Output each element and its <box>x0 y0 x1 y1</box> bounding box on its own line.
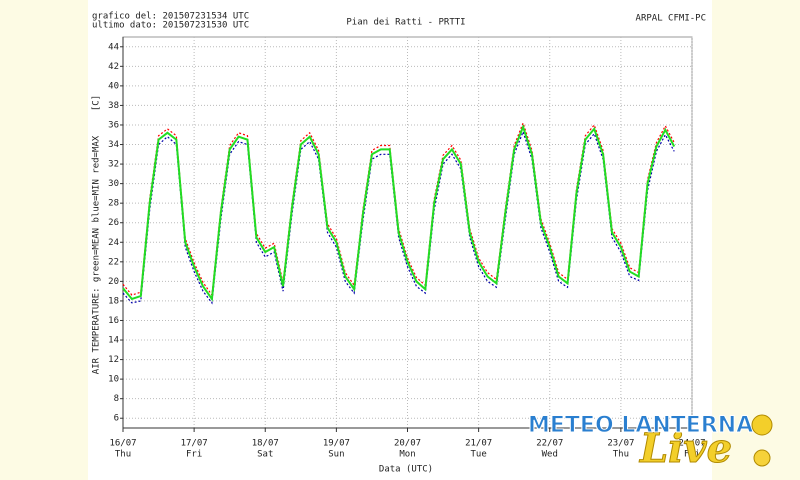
x-tick-day: Tue <box>470 450 486 460</box>
logo-live: Live <box>639 425 732 472</box>
y-tick-label: 26 <box>108 218 119 228</box>
y-tick-label: 20 <box>108 277 119 287</box>
last-data-text: ultimo dato: 201507231530 UTC <box>92 21 249 31</box>
y-tick-label: 42 <box>108 62 119 72</box>
chart-title: Pian dei Ratti - PRTTI <box>346 18 465 28</box>
x-axis-label: Data (UTC) <box>379 465 433 475</box>
x-tick-day: Fri <box>684 450 700 460</box>
y-axis-label: AIR TEMPERATURE: green=MEAN blue=MIN red… <box>92 135 102 374</box>
y-tick-label: 36 <box>108 120 119 130</box>
y-tick-label: 40 <box>108 81 119 91</box>
x-tick-label: 19/07 <box>323 439 350 449</box>
x-tick-day: Wed <box>542 450 558 460</box>
y-tick-label: 30 <box>108 179 119 189</box>
x-tick-label: 23/07 <box>607 439 634 449</box>
y-tick-label: 18 <box>108 296 119 306</box>
x-tick-day: Thu <box>115 450 131 460</box>
y-tick-label: 14 <box>108 336 119 346</box>
series-line <box>122 123 676 302</box>
y-tick-label: 8 <box>114 394 119 404</box>
x-tick-label: 24/07 <box>678 439 705 449</box>
y-tick-label: 34 <box>108 140 119 150</box>
y-unit: [C] <box>92 95 102 111</box>
logo: Live METEO LANTERNA <box>528 413 773 473</box>
y-tick-label: 6 <box>114 414 119 424</box>
logo-sun <box>753 449 771 467</box>
y-tick-label: 32 <box>108 160 119 170</box>
x-tick-label: 16/07 <box>109 439 136 449</box>
x-tick-day: Fri <box>186 450 202 460</box>
y-tick-label: 28 <box>108 199 119 209</box>
x-tick-label: 18/07 <box>252 439 279 449</box>
y-tick-label: 44 <box>108 42 119 52</box>
y-tick-label: 10 <box>108 375 119 385</box>
x-tick-label: 22/07 <box>536 439 563 449</box>
x-tick-day: Mon <box>399 450 415 460</box>
x-tick-label: 20/07 <box>394 439 421 449</box>
y-tick-label: 22 <box>108 257 119 267</box>
generated-text: grafico del: 201507231534 UTC <box>92 12 249 22</box>
x-tick-day: Sat <box>257 450 273 460</box>
y-tick-label: 12 <box>108 355 119 365</box>
y-tick-label: 38 <box>108 101 119 111</box>
y-tick-label: 24 <box>108 238 119 248</box>
x-tick-day: Sun <box>328 450 344 460</box>
x-tick-label: 21/07 <box>465 439 492 449</box>
x-tick-label: 17/07 <box>181 439 208 449</box>
y-tick-label: 16 <box>108 316 119 326</box>
source-text: ARPAL CFMI-PC <box>636 14 706 24</box>
logo-pin <box>751 414 773 436</box>
logo-title: METEO LANTERNA <box>528 413 753 438</box>
x-tick-day: Thu <box>613 450 629 460</box>
